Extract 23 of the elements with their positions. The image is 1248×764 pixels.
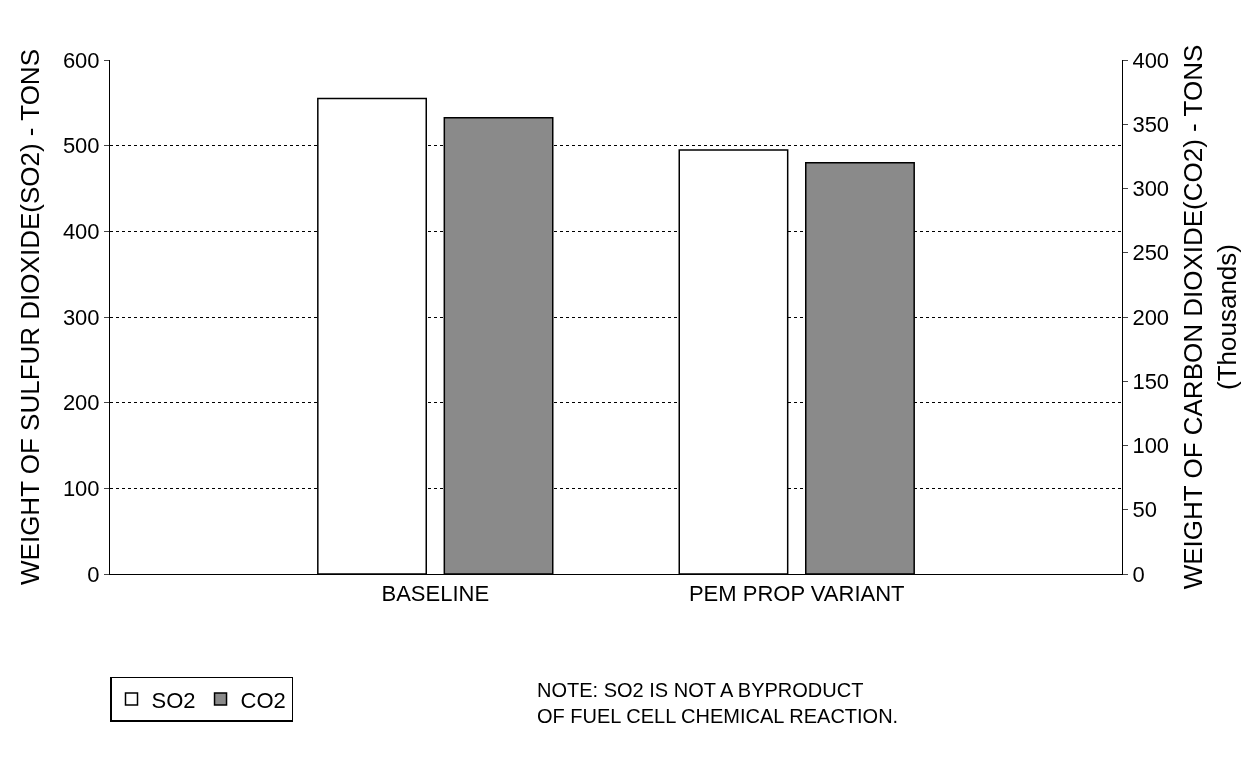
x-tick-label: PEM PROP VARIANT	[688, 581, 905, 607]
y-tick-label: 400	[62, 219, 100, 245]
y2-tick-label: 100	[1132, 433, 1170, 459]
y2-tick-label: 250	[1132, 240, 1170, 266]
y-tick-label: 600	[62, 47, 100, 73]
x-tick-label: BASELINE	[381, 581, 490, 607]
legend-label: CO2	[240, 687, 286, 713]
y-tick-label: 500	[62, 133, 100, 159]
y2-tick-label: 400	[1132, 47, 1170, 73]
text: NOTE: SO2 IS NOT A BYPRODUCT OF FUEL CELL CHEMICAL REACTION.	[537, 679, 899, 727]
y-tick-label: 300	[62, 304, 100, 330]
y2-tick-label: 0	[1132, 561, 1145, 587]
y2-tick-label: 350	[1132, 111, 1170, 137]
y-tick-label: 0	[87, 561, 100, 587]
y2-tick-label: 150	[1132, 368, 1170, 394]
y2-tick-label: 300	[1132, 176, 1170, 202]
y2-tick-label: 50	[1132, 497, 1157, 523]
y-axis-title: WEIGHT OF SULFUR DIOXIDE(SO2) - TONS	[15, 49, 46, 585]
y2-axis-title: WEIGHT OF CARBON DIOXIDE(CO2) - TONS (Thousands)	[1177, 44, 1242, 590]
y-tick-label: 200	[62, 390, 100, 416]
y-tick-label: 100	[62, 476, 100, 502]
legend-label: SO2	[151, 687, 196, 713]
y2-tick-label: 200	[1132, 304, 1170, 330]
